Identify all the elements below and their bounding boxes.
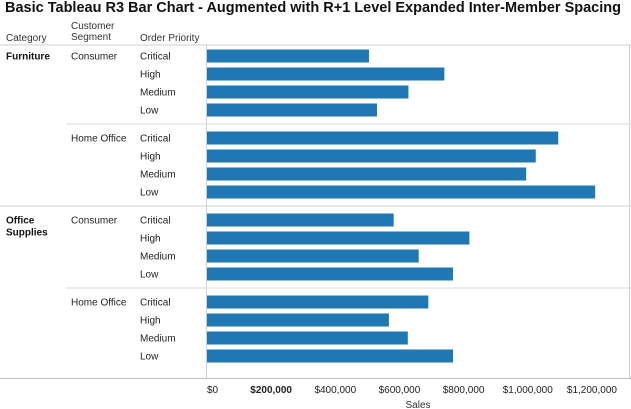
bar[interactable] <box>207 349 454 363</box>
segment-label: Consumer <box>71 52 118 63</box>
x-tick-label: $1,000,000 <box>503 385 553 396</box>
priority-label: High <box>140 152 161 163</box>
x-tick-label: $800,000 <box>443 385 485 396</box>
x-axis-label: Sales <box>405 400 430 409</box>
label-layer: Furniture Consumer Critical High Medium Low Ho… <box>6 52 176 363</box>
category-label-line: Supplies <box>6 228 48 239</box>
row-header-segment: Customer Segment <box>71 21 117 43</box>
x-tick-label: $1,200,000 <box>567 385 617 396</box>
priority-label: High <box>140 70 161 81</box>
row-header-segment-line1: Customer <box>71 21 115 32</box>
segment-label: Home Office <box>71 134 127 145</box>
priority-label: Medium <box>140 334 176 345</box>
x-tick-label: $0 <box>207 385 219 396</box>
x-tick-label: $200,000 <box>250 385 292 396</box>
row-header-priority: Order Priority <box>140 33 199 44</box>
bar[interactable] <box>207 267 454 281</box>
x-tick-label: $400,000 <box>314 385 356 396</box>
bar[interactable] <box>207 49 369 63</box>
segment-label: Consumer <box>71 216 118 227</box>
bar[interactable] <box>207 103 378 117</box>
priority-label: Low <box>140 352 159 363</box>
bar[interactable] <box>207 167 527 181</box>
bar[interactable] <box>207 231 470 245</box>
x-tick-label: $600,000 <box>379 385 421 396</box>
segment-label: Home Office <box>71 298 127 309</box>
row-header-segment-line2: Segment <box>71 32 111 43</box>
bar[interactable] <box>207 85 409 99</box>
bar[interactable] <box>207 67 445 81</box>
row-header-category: Category <box>6 33 47 44</box>
bar[interactable] <box>207 213 394 227</box>
priority-label: High <box>140 316 161 327</box>
bar[interactable] <box>207 149 536 163</box>
priority-label: Medium <box>140 252 176 263</box>
category-label-line: Office <box>6 216 35 227</box>
priority-label: Critical <box>140 216 171 227</box>
bar[interactable] <box>207 313 389 327</box>
priority-label: Medium <box>140 170 176 181</box>
bar[interactable] <box>207 331 408 345</box>
priority-label: Low <box>140 188 159 199</box>
priority-label: Medium <box>140 88 176 99</box>
x-axis: $0 $200,000 $400,000 $600,000 $800,000 $1,000… <box>207 385 617 396</box>
priority-label: Critical <box>140 134 171 145</box>
priority-label: Critical <box>140 298 171 309</box>
grid-layer <box>0 44 631 379</box>
priority-label: High <box>140 234 161 245</box>
category-label: Furniture <box>6 52 50 63</box>
priority-label: Low <box>140 270 159 281</box>
bar[interactable] <box>207 295 429 309</box>
priority-label: Low <box>140 106 159 117</box>
bar[interactable] <box>207 185 596 199</box>
bar[interactable] <box>207 131 559 145</box>
category-label: Office Supplies <box>6 216 48 239</box>
chart-title: Basic Tableau R3 Bar Chart - Augmented w… <box>5 0 621 16</box>
priority-label: Critical <box>140 52 171 63</box>
category-label-line: Furniture <box>6 52 50 63</box>
bar[interactable] <box>207 249 419 263</box>
bar-layer <box>207 49 596 363</box>
